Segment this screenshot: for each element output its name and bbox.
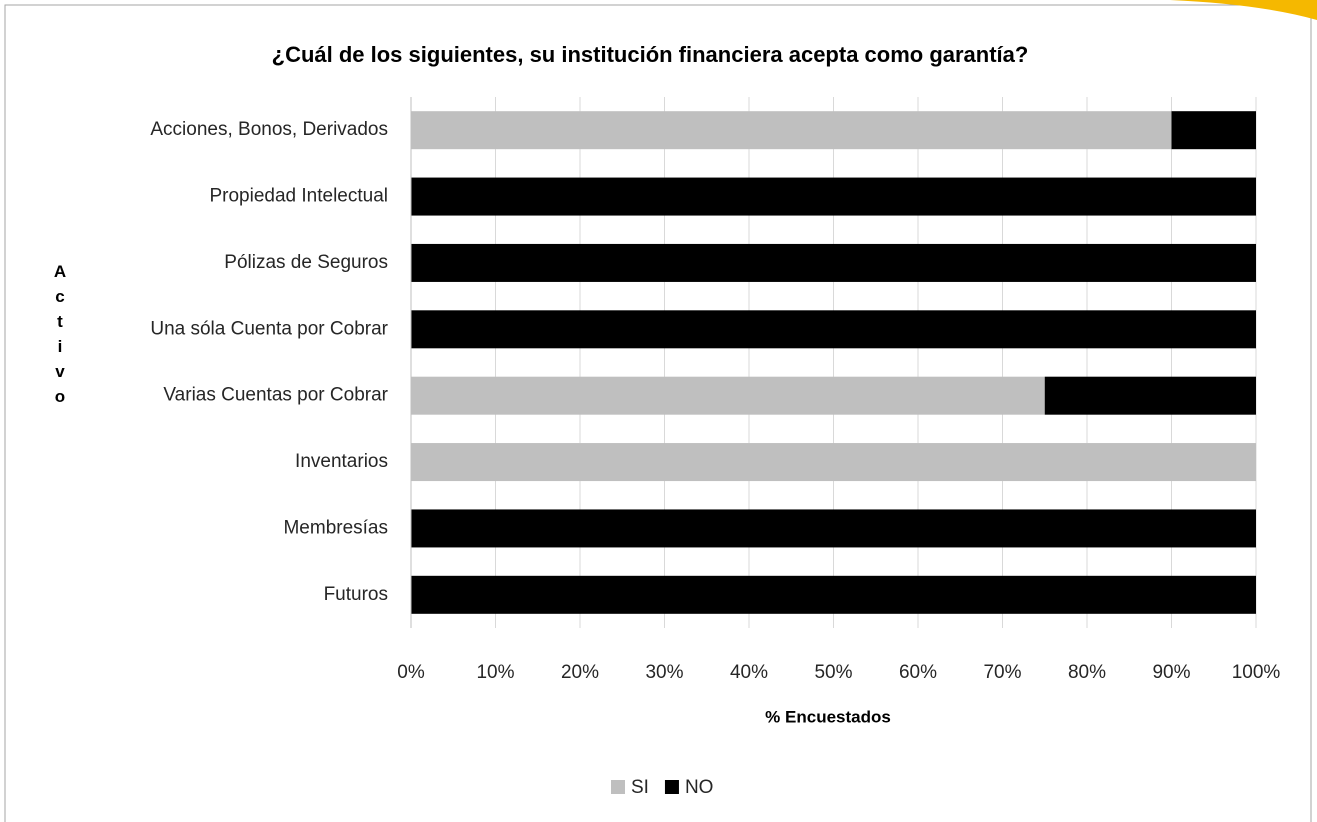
y-tick-label: Propiedad Intelectual [209, 186, 388, 207]
y-tick-label: Acciones, Bonos, Derivados [150, 119, 388, 140]
x-tick-label: 50% [814, 662, 852, 683]
chart-title: ¿Cuál de los siguientes, su institución … [272, 42, 1029, 67]
legend-swatch [664, 780, 679, 794]
y-tick-label: Futuros [324, 584, 388, 605]
x-tick-label: 30% [645, 662, 683, 683]
x-tick-label: 60% [899, 662, 937, 683]
bar-segment [411, 376, 1045, 415]
y-tick-label: Varias Cuentas por Cobrar [163, 385, 388, 406]
bar-segment [411, 243, 1256, 282]
bar-segment [411, 177, 1256, 216]
legend-label: NO [685, 777, 714, 798]
x-tick-label: 90% [1152, 662, 1190, 683]
y-axis-title: Activo [51, 262, 70, 412]
legend-swatch [611, 780, 625, 794]
x-tick-label: 0% [397, 662, 425, 683]
x-tick-label: 40% [730, 662, 768, 683]
x-tick-label: 10% [476, 662, 514, 683]
x-axis-title: % Encuestados [765, 707, 891, 726]
bar-segment [411, 575, 1256, 614]
x-tick-label: 20% [561, 662, 599, 683]
bar-segment [411, 111, 1172, 150]
x-tick-label: 100% [1232, 662, 1281, 683]
y-tick-label: Membresías [283, 517, 388, 538]
bar-segment [411, 443, 1256, 482]
x-tick-label: 80% [1068, 662, 1106, 683]
y-tick-label: Una sóla Cuenta por Cobrar [150, 318, 388, 339]
y-tick-label: Pólizas de Seguros [224, 252, 388, 273]
y-tick-label: Inventarios [295, 451, 388, 472]
bar-segment [411, 310, 1256, 349]
bar-segment [411, 509, 1256, 548]
x-tick-label: 70% [983, 662, 1021, 683]
corner-decoration [1170, 0, 1317, 20]
legend-label: SI [631, 777, 649, 798]
bar-segment [1044, 376, 1256, 415]
bar-segment [1171, 111, 1256, 150]
